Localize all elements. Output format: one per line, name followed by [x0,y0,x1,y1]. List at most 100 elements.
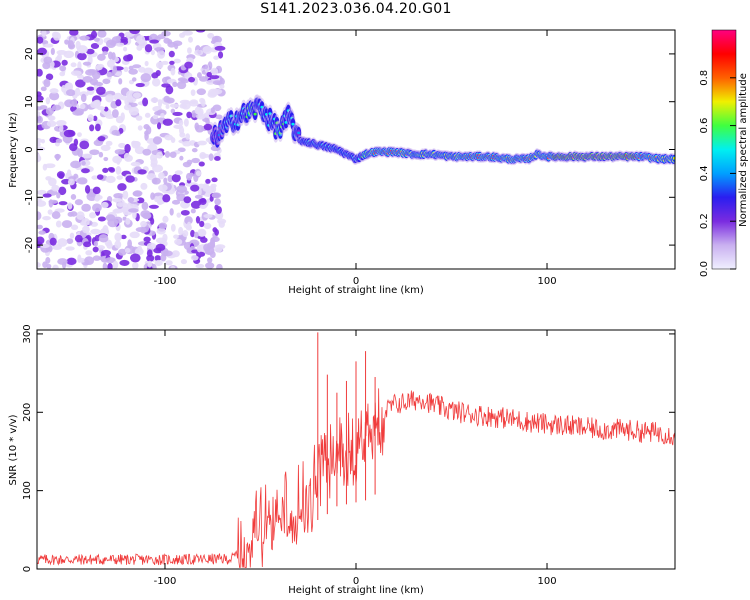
noise-blob [111,109,119,118]
noise-blob [174,43,179,50]
noise-blob [77,132,82,138]
noise-blob [79,35,90,41]
noise-blob [97,106,105,111]
noise-blob [213,55,219,60]
noise-blob [183,196,192,204]
noise-blob [169,151,177,158]
noise-blob [163,177,168,184]
noise-blob [161,83,171,88]
noise-blob [194,122,200,131]
noise-blob [65,246,75,251]
noise-blob [103,106,109,112]
noise-blob [74,199,83,206]
noise-blob [57,238,68,247]
noise-blob [136,45,143,51]
noise-blob [186,159,193,165]
noise-blob [77,177,88,185]
noise-blob [131,77,137,82]
noise-blob [58,124,64,133]
noise-blob [169,208,174,216]
noise-blob [199,97,205,104]
noise-blob [193,231,199,239]
noise-blob [186,111,192,119]
y-tick-label: 200 [22,403,33,422]
noise-blob [106,59,115,68]
noise-blob [94,196,100,202]
noise-blob [105,94,114,103]
noise-blob [189,100,199,107]
noise-blob [214,204,219,211]
noise-blob [156,227,166,235]
noise-blob [66,257,77,266]
noise-blob [122,190,129,200]
x-tick-label: -100 [154,576,177,587]
noise-blob [214,244,223,253]
noise-blob [43,78,51,88]
x-tick-label: 100 [537,576,556,587]
noise-blob [104,257,116,264]
noise-blob [182,140,192,147]
noise-blob [176,193,186,202]
noise-blob [179,103,187,109]
noise-blob [149,39,160,44]
snr-x-axis-label: Height of straight line (km) [288,585,424,596]
noise-blob [46,120,57,127]
noise-blob [150,49,155,56]
noise-blob [49,91,60,101]
noise-blob [197,140,207,146]
noise-blob [173,124,184,129]
noise-blob [64,39,69,45]
noise-blob [188,76,196,83]
noise-blob [52,31,61,41]
noise-blob [37,138,43,144]
noise-blob [143,81,150,86]
noise-blob [123,104,132,111]
colorbar-tick-label: 0.8 [699,70,710,86]
noise-blob [206,71,212,78]
noise-blob [172,111,183,117]
noise-blob [97,53,106,61]
noise-blob [141,201,149,211]
noise-blob [151,78,161,87]
noise-blob [37,224,43,230]
noise-blob [214,45,226,51]
noise-blob [202,185,210,192]
noise-blob [37,211,42,221]
noise-blob [205,118,210,126]
noise-blob [59,65,67,72]
noise-blob [37,36,44,44]
y-tick-label: 100 [22,481,33,500]
noise-blob [79,140,90,150]
noise-blob [180,79,189,84]
y-tick-label: 0 [22,566,33,572]
noise-blob [40,243,50,248]
noise-blob [147,260,152,268]
noise-blob [113,208,121,214]
colorbar-tick-label: 0.6 [699,118,710,134]
noise-blob [186,221,192,230]
noise-blob [124,143,131,153]
noise-blob [71,98,78,108]
noise-blob [195,170,202,177]
noise-blob [211,185,217,193]
noise-blob [154,255,162,262]
noise-blob [69,143,78,152]
noise-blob [115,42,125,47]
colorbar-tick-label: 0.4 [699,165,710,181]
noise-blob [84,256,95,266]
noise-blob [70,160,82,169]
noise-blob [121,95,127,101]
noise-blob [61,220,73,228]
noise-blob [102,78,111,85]
noise-blob [162,215,169,223]
noise-blob [40,86,47,92]
noise-blob [112,197,123,203]
noise-blob [47,115,56,121]
noise-blob [102,51,108,56]
noise-blob [61,85,67,93]
noise-blob [64,82,72,90]
noise-blob [170,265,176,269]
noise-blob [210,107,215,114]
noise-blob [152,136,163,145]
